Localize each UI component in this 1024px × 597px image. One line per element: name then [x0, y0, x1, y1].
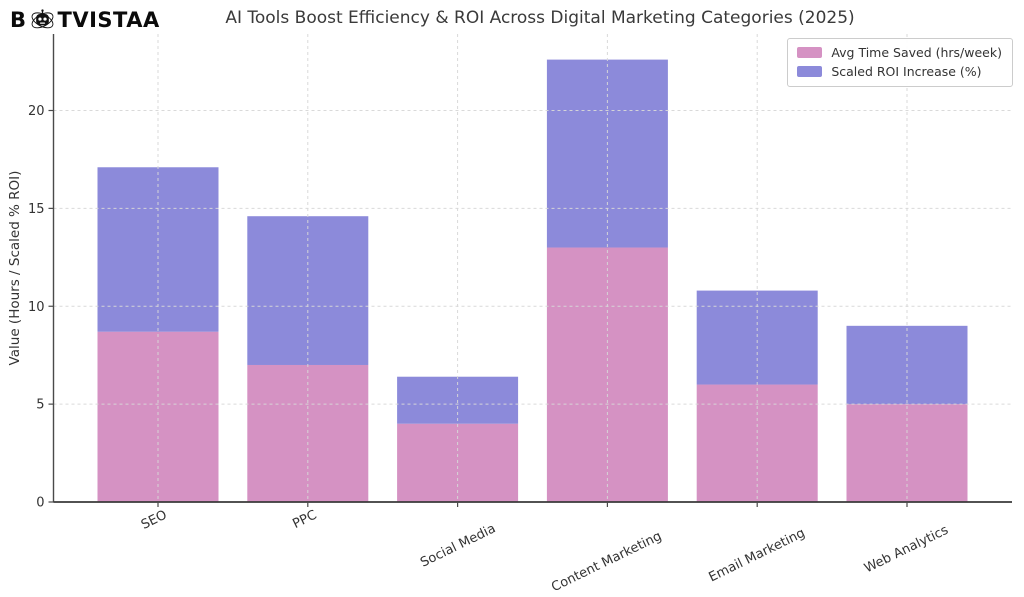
botvistaa-logo: B TVISTAA	[10, 6, 160, 33]
y-tick-label: 5	[36, 398, 44, 413]
x-tick-label: Social Media	[418, 521, 498, 570]
x-tick-label: Web Analytics	[862, 523, 951, 577]
legend-swatch	[797, 66, 823, 77]
y-tick-label: 0	[36, 496, 44, 511]
legend-label: Avg Time Saved (hrs/week)	[831, 45, 1002, 60]
robot-icon	[31, 9, 53, 29]
legend-item: Scaled ROI Increase (%)	[797, 64, 1002, 79]
x-tick-label: PPC	[290, 508, 319, 532]
x-tick-label: Email Marketing	[707, 526, 808, 586]
x-tick-label: Content Marketing	[549, 529, 664, 595]
bar-segment-time-saved-0	[97, 331, 219, 502]
bar-segment-time-saved-1	[247, 364, 369, 502]
chart-title: AI Tools Boost Efficiency & ROI Across D…	[225, 8, 855, 28]
y-tick-label: 15	[28, 202, 45, 217]
bar-segment-time-saved-3	[546, 247, 668, 502]
y-tick-label: 20	[28, 104, 45, 119]
logo-suffix: TVISTAA	[57, 7, 160, 32]
legend-swatch	[797, 47, 823, 58]
legend-label: Scaled ROI Increase (%)	[831, 64, 982, 79]
logo-prefix: B	[10, 7, 27, 32]
legend-item: Avg Time Saved (hrs/week)	[797, 45, 1002, 60]
chart-legend: Avg Time Saved (hrs/week) Scaled ROI Incr…	[787, 38, 1013, 87]
y-axis-label: Value (Hours / Scaled % ROI)	[7, 171, 23, 366]
y-tick-label: 10	[28, 300, 45, 315]
x-tick-label: SEO	[139, 508, 170, 533]
bar-segment-roi-3	[546, 59, 668, 248]
